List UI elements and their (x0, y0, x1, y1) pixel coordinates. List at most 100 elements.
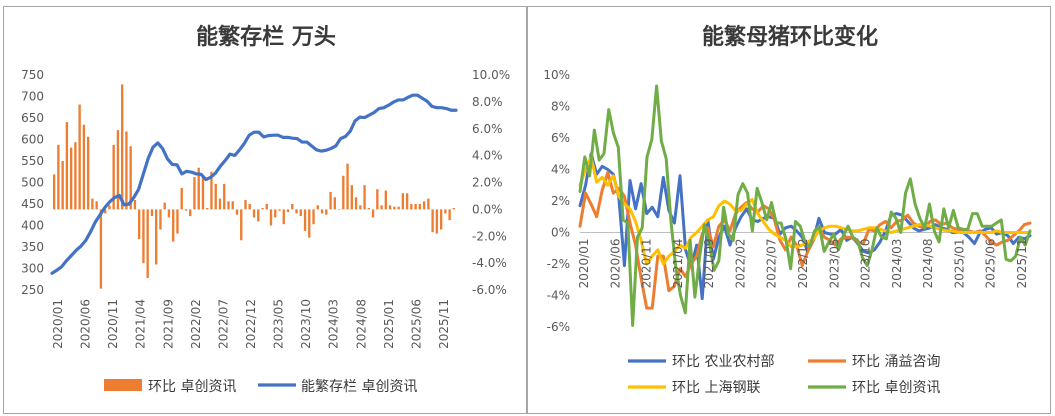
bar (312, 209, 315, 225)
bar (269, 209, 273, 226)
bar (172, 209, 175, 242)
bar (410, 204, 413, 210)
y-left-tick-label: 550 (21, 154, 44, 168)
y-right-tick-label: 4.0% (472, 149, 503, 163)
bar (167, 209, 171, 218)
bar (414, 204, 417, 210)
bar (176, 209, 179, 234)
bar (346, 163, 349, 210)
x-tick-label: 2020/06 (79, 299, 93, 349)
chart-title: 能繁存栏 万头 (196, 24, 336, 50)
bar (91, 198, 94, 210)
legend-label: 环比 上海钢联 (672, 380, 760, 396)
bar (74, 142, 77, 210)
bar (108, 205, 111, 210)
x-tick-label: 2024/08 (354, 299, 368, 349)
x-tick-label: 2024/03 (890, 239, 904, 289)
x-tick-label: 2021/09 (702, 238, 716, 288)
x-tick-label: 2020/11 (106, 299, 120, 349)
bar (201, 175, 205, 210)
bar (291, 204, 294, 210)
legend-swatch-bar (104, 379, 142, 391)
x-tick-label: 2023/05 (827, 239, 841, 289)
bar (116, 130, 120, 210)
x-tick-label: 2021/09 (161, 299, 175, 349)
bar (342, 175, 345, 210)
bar (210, 171, 213, 210)
bar (359, 205, 362, 210)
bar (146, 209, 149, 278)
x-tick-label: 2021/04 (134, 299, 148, 349)
right-chart-panel: 能繁母猪环比变化 -6% -4% -2% 0% 2% 4% 6% 8% 10% 2020/01 202… (527, 6, 1051, 414)
bar (257, 209, 260, 222)
y-right-tick-label: -6.0% (472, 283, 507, 297)
chart-title: 能繁母猪环比变化 (702, 24, 878, 50)
bar (69, 147, 73, 210)
bar (252, 209, 256, 218)
bar (376, 189, 379, 210)
bar (99, 209, 103, 289)
bar (448, 209, 451, 221)
bar (163, 202, 166, 210)
bar (65, 122, 69, 210)
bar (316, 205, 319, 210)
bar (371, 209, 375, 218)
bar (125, 131, 128, 210)
bar (329, 191, 332, 210)
bar (129, 146, 132, 210)
bar (261, 208, 264, 210)
bar (384, 190, 387, 210)
bar (138, 209, 141, 239)
y-right-tick-label: 0.0% (472, 202, 503, 216)
bar (95, 201, 98, 210)
y-left-tick-label: 700 (21, 90, 44, 104)
x-tick-label: 2023/10 (299, 299, 313, 349)
x-tick-label: 2022/02 (189, 299, 203, 349)
bar (286, 209, 290, 213)
bar (184, 209, 188, 211)
bar (380, 205, 383, 210)
legend-label-line: 能繁存栏 卓创资讯 (301, 379, 417, 395)
bar (197, 167, 200, 210)
bar (235, 209, 239, 215)
x-tick-label: 2024/08 (921, 238, 935, 288)
x-tick-label: 2020/01 (577, 239, 591, 289)
x-tick-label: 2025/01 (952, 238, 966, 288)
x-tick-label: 2025/01 (382, 299, 396, 349)
series-line (578, 171, 1032, 310)
bar (227, 201, 230, 210)
bar (223, 183, 226, 210)
x-tick-label: 2023/10 (859, 239, 873, 289)
y-tick-label: 4% (551, 163, 570, 177)
bar (278, 209, 281, 211)
y-left-tick-label: 650 (21, 111, 44, 125)
y-right-tick-label: 2.0% (472, 176, 503, 190)
bar (112, 144, 115, 210)
bar (78, 104, 81, 210)
x-tick-label: 2022/07 (765, 238, 779, 288)
bar (431, 209, 434, 233)
bar (418, 204, 422, 210)
bar (303, 209, 307, 231)
bar (206, 208, 209, 210)
bar (367, 208, 370, 210)
bar (308, 209, 311, 238)
bar (133, 199, 137, 210)
bar (52, 174, 56, 210)
x-tick-label: 2020/01 (51, 299, 65, 349)
bar (193, 177, 196, 210)
y-tick-label: 0% (551, 226, 570, 240)
series-line (578, 84, 1032, 327)
x-tick-label: 2022/02 (733, 238, 747, 288)
bar (350, 185, 353, 210)
y-tick-label: -2% (547, 257, 570, 271)
legend-label: 环比 农业农村部 (672, 354, 774, 370)
y-left-tick-label: 450 (21, 197, 44, 211)
bar (337, 209, 341, 210)
bar (142, 209, 145, 264)
y-left-tick-label: 750 (21, 68, 44, 82)
bar (248, 204, 251, 210)
y-tick-label: -4% (547, 289, 570, 303)
x-tick-label: 2024/03 (327, 299, 341, 349)
bar (320, 209, 324, 214)
